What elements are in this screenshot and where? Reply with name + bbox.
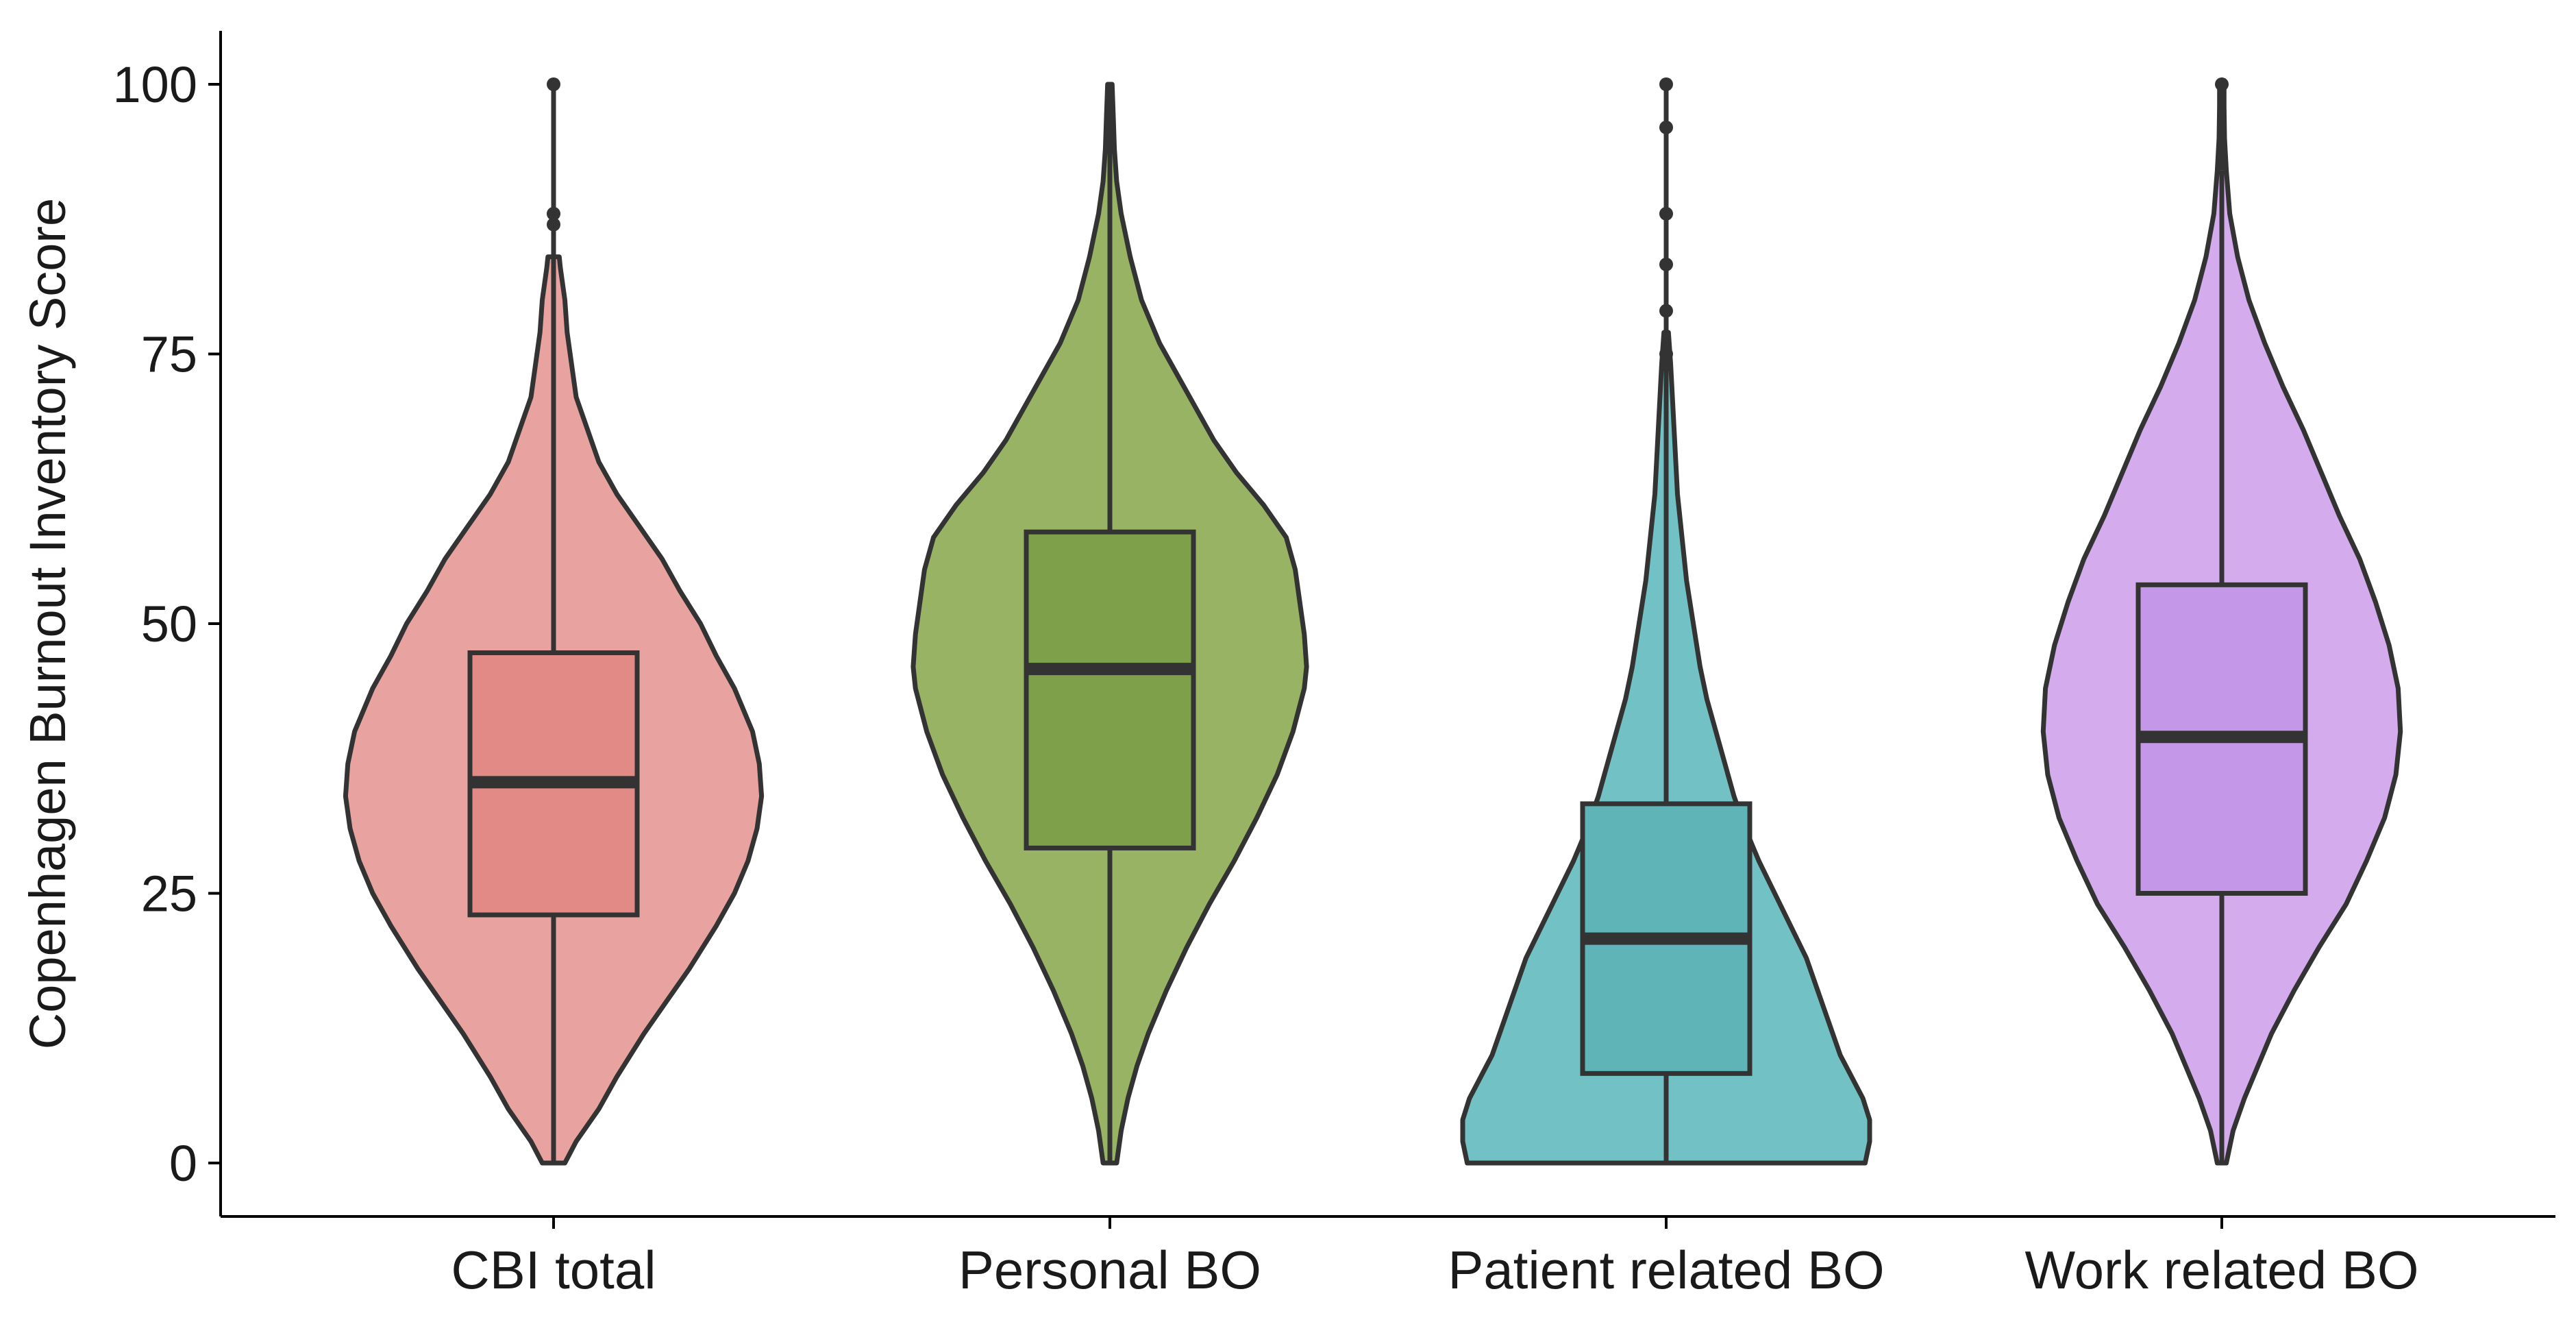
violin-group-4 — [2040, 77, 2403, 1166]
violin-group-2 — [911, 82, 1309, 1166]
x-tick-label: Personal BO — [958, 1240, 1261, 1300]
outlier-point — [1659, 77, 1673, 91]
y-tick-label: 75 — [141, 326, 197, 383]
violin-group-1 — [343, 77, 765, 1166]
axes-layer — [208, 31, 2555, 1229]
y-axis-title: Copenhagen Burnout Inventory Score — [19, 198, 76, 1049]
y-tick-label: 25 — [141, 866, 197, 922]
x-tick-label: Work related BO — [2024, 1240, 2418, 1300]
y-tick-label: 100 — [113, 56, 197, 113]
labels-layer: 0 25 50 75 100 CBI total Personal BO Patient re… — [113, 56, 2419, 1300]
outlier-point — [547, 77, 560, 91]
violins-layer — [343, 77, 2403, 1166]
y-tick-label: 50 — [141, 596, 197, 652]
iqr-box — [1024, 529, 1196, 850]
x-tick-label: Patient related BO — [1448, 1240, 1884, 1300]
outlier-point — [2215, 77, 2229, 91]
x-tick-label: CBI total — [451, 1240, 656, 1300]
violin-group-3 — [1460, 77, 1872, 1166]
y-tick-label: 0 — [169, 1135, 197, 1192]
